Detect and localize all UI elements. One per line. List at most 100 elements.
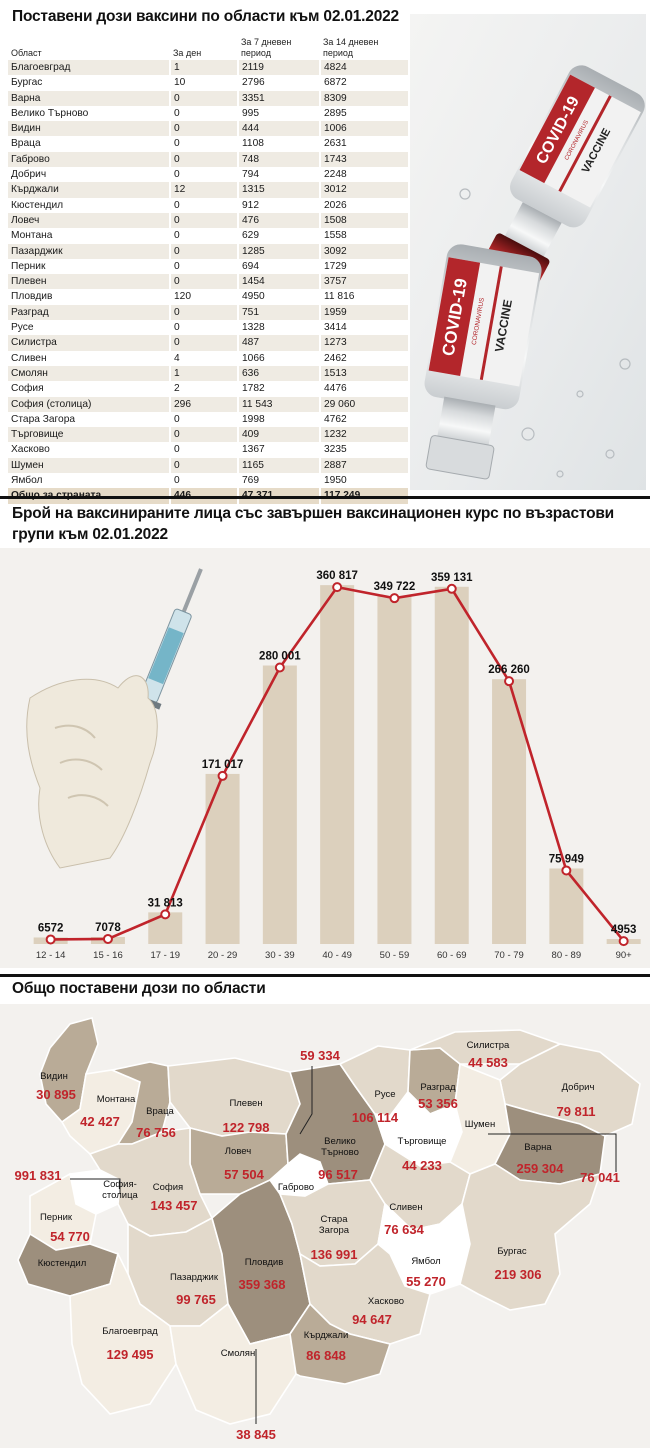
cell-day: 0: [169, 151, 238, 168]
table-row: Монтана 0 629 1558: [8, 228, 408, 244]
cell-week: 769: [237, 473, 320, 489]
table-row: Пазарджик 0 1285 3092: [8, 243, 408, 259]
region-name: Сливен: [389, 1202, 422, 1213]
region-value: 44 583: [468, 1055, 508, 1070]
cell-week: 1315: [237, 182, 320, 198]
cell-region: Велико Търново: [8, 105, 170, 122]
data-point: [618, 936, 629, 947]
data-label: 266 260: [488, 664, 530, 676]
cell-twoweek: 4762: [319, 411, 408, 428]
cell-region: Стара Загора: [8, 411, 170, 428]
cell-day: 0: [169, 228, 238, 244]
map-region: [459, 1163, 602, 1311]
bar-3: [205, 773, 240, 944]
cell-region: Шумен: [8, 457, 170, 474]
table-row: Кърджали 12 1315 3012: [8, 182, 408, 198]
cell-region: Ямбол: [8, 473, 170, 489]
bar-5: [320, 585, 355, 944]
cell-day: 0: [169, 411, 238, 428]
age-group-chart: 12 - 14 15 - 16 17 - 19 20 - 29 30 - 39 40 - …: [0, 548, 650, 968]
cell-day: 0: [169, 335, 238, 351]
cell-region: Ловеч: [8, 212, 170, 229]
x-tick-label: 80 - 89: [552, 950, 582, 961]
region-name: Монтана: [97, 1094, 136, 1105]
region-value: 55 270: [406, 1274, 446, 1289]
cell-day: 0: [169, 90, 238, 106]
data-label: 359 131: [431, 572, 473, 584]
cell-day: 120: [169, 289, 238, 305]
cell-region: Плевен: [8, 274, 170, 290]
x-tick-label: 50 - 59: [380, 950, 410, 961]
region-name: Плевен: [229, 1098, 262, 1109]
cell-region: Търговище: [8, 427, 170, 443]
region-name: Враца: [146, 1106, 174, 1117]
cell-day: 0: [169, 167, 238, 183]
cell-twoweek: 11 816: [319, 289, 408, 305]
cell-region: Бургас: [8, 75, 170, 91]
cell-region: Варна: [8, 90, 170, 106]
region-value: 30 895: [36, 1087, 76, 1102]
region-name: Пловдив: [245, 1257, 284, 1268]
table-row: Русе 0 1328 3414: [8, 320, 408, 336]
doses-table: Област За ден За 7 дневен период За 14 дн…: [8, 32, 408, 504]
cell-region: Благоевград: [8, 60, 170, 76]
cell-twoweek: 3414: [319, 320, 408, 336]
cell-twoweek: 1006: [319, 121, 408, 137]
region-value: 54 770: [50, 1229, 90, 1244]
cell-week: 1998: [237, 411, 320, 428]
cell-week: 1328: [237, 320, 320, 336]
cell-week: 11 543: [237, 396, 320, 412]
table-row: Търговище 0 409 1232: [8, 427, 408, 443]
region-value: 96 517: [318, 1167, 358, 1182]
data-point: [217, 770, 228, 781]
data-point: [274, 662, 285, 673]
data-point: [389, 593, 400, 604]
cell-day: 0: [169, 121, 238, 137]
region-name: Шумен: [465, 1119, 495, 1130]
leader-line: [70, 1178, 121, 1194]
region-value: 79 811: [556, 1104, 595, 1119]
region-name: Варна: [524, 1142, 552, 1153]
region-value: 44 233: [402, 1158, 442, 1173]
cell-day: 2: [169, 381, 238, 397]
cell-region: Хасково: [8, 442, 170, 458]
cell-region: Пазарджик: [8, 243, 170, 259]
region-value: 143 457: [151, 1198, 198, 1213]
cell-day: 0: [169, 457, 238, 474]
x-tick-label: 20 - 29: [208, 950, 238, 961]
region-value: 57 504: [224, 1167, 265, 1182]
header-week-line2: период: [241, 47, 271, 58]
region-name: Пазарджик: [170, 1272, 219, 1283]
cell-twoweek: 1950: [319, 473, 408, 489]
cell-week: 1782: [237, 381, 320, 397]
data-point: [332, 582, 343, 593]
region-name: Хасково: [368, 1296, 404, 1307]
cell-day: 0: [169, 243, 238, 259]
table-row: Смолян 1 636 1513: [8, 365, 408, 382]
cell-region: Перник: [8, 258, 170, 275]
cell-week: 1367: [237, 442, 320, 458]
cell-region: Враца: [8, 136, 170, 152]
region-value: 59 334: [300, 1048, 341, 1063]
cell-region: Габрово: [8, 151, 170, 168]
region-value: 991 831: [15, 1168, 62, 1183]
cell-week: 1066: [237, 350, 320, 366]
cell-day: 0: [169, 320, 238, 336]
cell-region: Смолян: [8, 365, 170, 382]
table-row: София (столица) 296 11 543 29 060: [8, 396, 408, 412]
cell-week: 912: [237, 197, 320, 213]
region-value: 129 495: [107, 1347, 154, 1362]
vaccine-vials-photo: COVID-19 CORONAVIRUS VACCINE COVID-19 CO…: [410, 14, 646, 490]
x-tick-label: 12 - 14: [36, 950, 66, 961]
region-value: 76 041: [580, 1170, 620, 1185]
total-twoweek: 117 249: [319, 488, 408, 504]
cell-day: 10: [169, 75, 238, 91]
vial-top: COVID-19 CORONAVIRUS VACCINE: [484, 65, 645, 288]
cell-region: Разград: [8, 304, 170, 321]
data-point: [561, 865, 572, 876]
cell-twoweek: 1729: [319, 258, 408, 275]
cell-day: 12: [169, 182, 238, 198]
data-label: 4953: [611, 924, 637, 936]
cell-day: 296: [169, 396, 238, 412]
region-name: Стара: [321, 1214, 349, 1225]
